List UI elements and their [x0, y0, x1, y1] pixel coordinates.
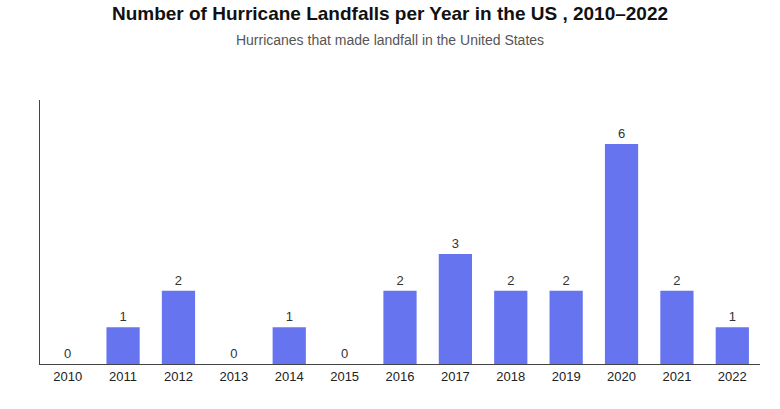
svg-text:2019: 2019	[552, 369, 581, 384]
svg-text:2011: 2011	[109, 369, 137, 384]
svg-text:0: 0	[230, 346, 237, 361]
svg-text:2: 2	[507, 273, 514, 288]
svg-text:1: 1	[286, 309, 293, 324]
svg-text:2021: 2021	[662, 369, 691, 384]
svg-text:2012: 2012	[164, 369, 193, 384]
svg-text:2018: 2018	[496, 369, 525, 384]
svg-text:Number of Hurricane Landfalls: Number of Hurricane Landfalls per Year i…	[112, 3, 668, 48]
svg-text:2015: 2015	[330, 369, 359, 384]
svg-text:2: 2	[673, 273, 680, 288]
svg-text:2014: 2014	[275, 369, 304, 384]
svg-text:2: 2	[175, 273, 182, 288]
svg-text:2013: 2013	[219, 369, 248, 384]
svg-text:2016: 2016	[386, 369, 415, 384]
svg-text:2022: 2022	[718, 369, 747, 384]
svg-text:6: 6	[618, 126, 625, 141]
svg-text:1: 1	[729, 309, 736, 324]
svg-text:2017: 2017	[441, 369, 470, 384]
svg-text:2: 2	[396, 273, 403, 288]
svg-text:2: 2	[563, 273, 570, 288]
svg-text:2010: 2010	[53, 369, 82, 384]
svg-text:3: 3	[452, 236, 459, 251]
svg-text:2020: 2020	[607, 369, 636, 384]
svg-text:0: 0	[64, 346, 71, 361]
svg-text:0: 0	[341, 346, 348, 361]
svg-text:1: 1	[119, 309, 126, 324]
